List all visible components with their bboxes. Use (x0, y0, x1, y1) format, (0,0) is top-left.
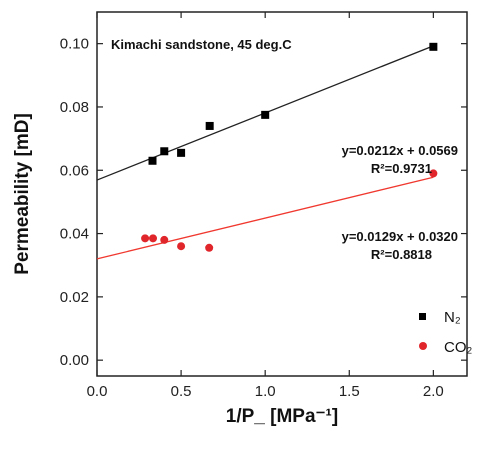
n2-fit-equation: y=0.0212x + 0.0569 (342, 143, 458, 158)
y-tick-label: 0.02 (60, 289, 89, 306)
data-point-co2 (149, 234, 158, 243)
data-point-co2 (429, 169, 438, 178)
x-axis-title: 1/P_ [MPa⁻¹] (226, 406, 338, 427)
data-point-n2 (261, 110, 270, 119)
data-point-co2 (141, 234, 150, 243)
data-point-n2 (429, 42, 438, 51)
x-tick-label: 1.0 (255, 383, 276, 400)
x-tick-label: 0.0 (87, 383, 108, 400)
plot-frame (96, 11, 468, 377)
y-tick-label: 0.00 (60, 352, 89, 369)
ticks: 0.0 0.5 1.0 1.5 2.0 0.00 0.02 0.04 0.06 0.08 0.10 (60, 12, 467, 400)
chart-title: Kimachi sandstone, 45 deg.C (111, 37, 292, 52)
data-point-co2 (177, 242, 186, 251)
y-tick-label: 0.06 (60, 162, 89, 179)
co2-fit-r2: R²=0.8818 (371, 247, 432, 262)
legend-n2-label: N₂ (444, 309, 461, 326)
legend: N₂ CO₂ (419, 309, 473, 356)
data-point-co2 (160, 235, 169, 244)
data-point-n2 (148, 156, 157, 165)
y-axis-title: Permeability [mD] (12, 113, 33, 275)
data-point-n2 (160, 147, 169, 156)
data-point-n2 (177, 148, 186, 157)
legend-co2-marker (419, 342, 427, 350)
y-tick-label: 0.08 (60, 99, 89, 116)
data-points (141, 42, 438, 252)
fit-line-1 (96, 176, 434, 260)
y-tick-label: 0.04 (60, 226, 89, 243)
y-tick-label: 0.10 (60, 36, 89, 53)
co2-fit-equation: y=0.0129x + 0.0320 (342, 229, 458, 244)
legend-n2-marker (419, 313, 426, 320)
data-point-co2 (205, 243, 214, 252)
x-tick-label: 2.0 (423, 383, 444, 400)
n2-fit-r2: R²=0.9731 (371, 161, 432, 176)
x-tick-label: 1.5 (339, 383, 360, 400)
x-tick-label: 0.5 (171, 383, 192, 400)
legend-co2-label: CO₂ (444, 339, 473, 356)
data-point-n2 (205, 121, 214, 130)
